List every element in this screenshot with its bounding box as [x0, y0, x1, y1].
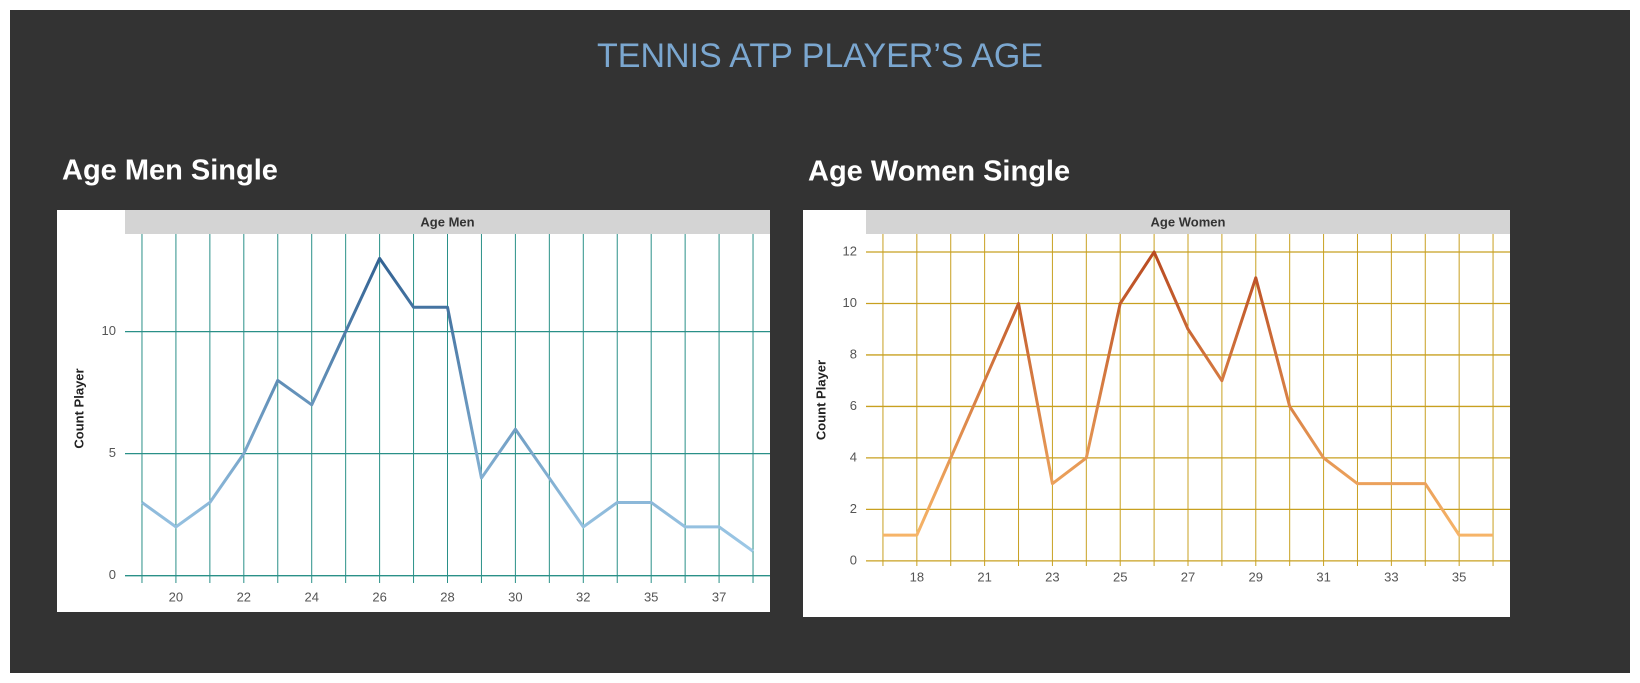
- x-tick-label: 35: [644, 589, 658, 604]
- x-tick-label: 22: [237, 589, 251, 604]
- x-tick-label: 18: [910, 569, 924, 584]
- y-tick-label: 0: [109, 567, 116, 582]
- y-tick-label: 2: [850, 501, 857, 516]
- x-tick-label: 32: [576, 589, 590, 604]
- y-tick-label: 6: [850, 398, 857, 413]
- y-tick-label: 8: [850, 346, 857, 361]
- y-tick-label: 5: [109, 445, 116, 460]
- x-tick-label: 31: [1316, 569, 1330, 584]
- x-tick-label: 35: [1452, 569, 1466, 584]
- x-tick-label: 28: [440, 589, 454, 604]
- y-tick-label: 10: [102, 323, 116, 338]
- panel-label: Age Women: [1151, 214, 1226, 229]
- y-tick-label: 4: [850, 449, 857, 464]
- data-line: [882, 250, 1494, 537]
- panel-header: [866, 210, 1510, 234]
- y-tick-label: 12: [843, 243, 857, 258]
- x-tick-label: 26: [372, 589, 386, 604]
- x-tick-label: 33: [1384, 569, 1398, 584]
- chart-box: [803, 210, 1510, 617]
- panel-label: Age Men: [420, 214, 474, 229]
- x-tick-label: 20: [169, 589, 183, 604]
- panel-header: [125, 210, 770, 234]
- chart-title: Age Women Single: [808, 156, 1070, 188]
- y-axis-label: Count Player: [71, 368, 86, 448]
- x-tick-label: 37: [712, 589, 726, 604]
- page-title: TENNIS ATP PLAYER’S AGE: [597, 37, 1043, 75]
- x-tick-label: 21: [977, 569, 991, 584]
- x-tick-label: 24: [304, 589, 318, 604]
- x-tick-label: 23: [1045, 569, 1059, 584]
- chart-title: Age Men Single: [62, 155, 278, 187]
- y-tick-label: 10: [843, 295, 857, 310]
- x-tick-label: 25: [1113, 569, 1127, 584]
- x-tick-label: 30: [508, 589, 522, 604]
- data-line: [141, 256, 754, 553]
- x-tick-label: 29: [1249, 569, 1263, 584]
- y-axis-label: Count Player: [813, 360, 828, 440]
- x-tick-label: 27: [1181, 569, 1195, 584]
- y-tick-label: 0: [850, 552, 857, 567]
